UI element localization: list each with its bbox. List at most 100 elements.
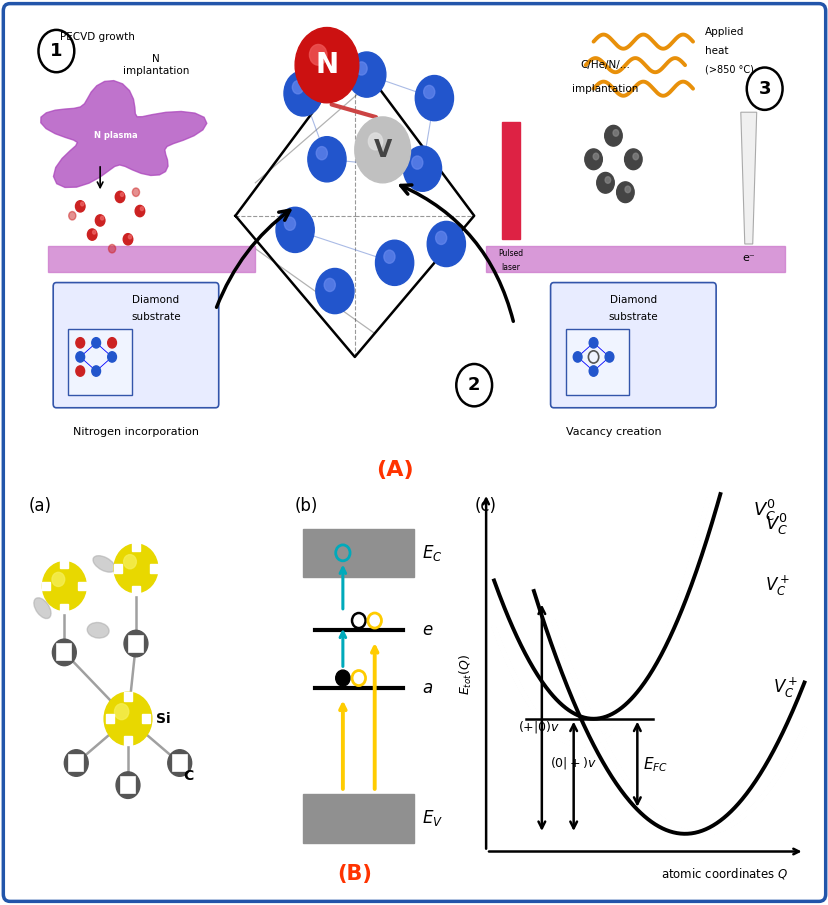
Circle shape (93, 231, 96, 234)
Circle shape (114, 544, 157, 593)
Ellipse shape (93, 556, 115, 572)
Bar (303, 794, 414, 843)
Circle shape (108, 338, 116, 348)
Circle shape (123, 233, 132, 245)
Circle shape (115, 191, 125, 203)
FancyBboxPatch shape (550, 282, 715, 408)
Circle shape (128, 235, 132, 239)
Text: N
implantation: N implantation (123, 54, 189, 76)
Bar (502, 121, 519, 239)
Text: Diamond: Diamond (132, 295, 179, 306)
Circle shape (589, 338, 597, 348)
Text: N: N (315, 52, 338, 79)
Circle shape (123, 555, 136, 568)
Text: atomic coordinates $Q$: atomic coordinates $Q$ (661, 866, 787, 881)
Text: (b): (b) (295, 498, 318, 516)
Text: $e$: $e$ (422, 621, 433, 639)
Circle shape (132, 188, 139, 196)
Text: C/He/N/...: C/He/N/... (580, 60, 629, 71)
Text: substrate: substrate (131, 312, 181, 322)
Bar (565, 329, 628, 395)
Circle shape (100, 216, 104, 220)
Circle shape (42, 562, 86, 610)
Bar (303, 529, 414, 577)
Bar (128, 635, 143, 652)
Bar (48, 246, 255, 272)
Ellipse shape (87, 623, 109, 638)
Bar (124, 737, 132, 746)
Circle shape (69, 212, 76, 220)
Circle shape (284, 217, 295, 231)
Circle shape (75, 201, 85, 212)
Circle shape (596, 173, 614, 193)
Circle shape (403, 146, 441, 191)
Bar (68, 329, 132, 395)
Bar (42, 582, 51, 590)
Circle shape (108, 352, 116, 362)
Circle shape (276, 207, 314, 252)
Bar (132, 586, 140, 595)
Bar (60, 604, 68, 613)
Text: 2: 2 (467, 376, 480, 395)
Bar (150, 564, 157, 573)
Text: implantation: implantation (571, 83, 638, 94)
Circle shape (309, 44, 326, 65)
Circle shape (95, 214, 105, 226)
Circle shape (80, 202, 84, 205)
Circle shape (52, 639, 76, 666)
Text: Si: Si (156, 711, 171, 726)
Polygon shape (41, 81, 206, 187)
Circle shape (383, 250, 394, 263)
Circle shape (124, 630, 147, 657)
Bar (69, 755, 84, 771)
Circle shape (368, 133, 383, 150)
Circle shape (315, 147, 327, 160)
Bar (78, 582, 86, 590)
Circle shape (104, 692, 152, 746)
Circle shape (375, 240, 413, 285)
Text: substrate: substrate (608, 312, 657, 322)
Circle shape (604, 126, 622, 146)
Text: Nitrogen incorporation: Nitrogen incorporation (73, 427, 199, 437)
Text: $a$: $a$ (422, 679, 433, 697)
Text: 1: 1 (50, 42, 63, 60)
Circle shape (415, 75, 453, 120)
Circle shape (604, 352, 613, 362)
Circle shape (315, 269, 354, 314)
Text: (>850 °C): (>850 °C) (704, 65, 753, 75)
Text: $(0|+)v$: $(0|+)v$ (549, 755, 596, 771)
Circle shape (292, 81, 303, 94)
Circle shape (354, 117, 410, 183)
Ellipse shape (34, 598, 51, 618)
Circle shape (589, 366, 597, 376)
Text: Applied: Applied (704, 27, 744, 37)
Circle shape (335, 670, 349, 686)
Bar (60, 559, 68, 568)
Circle shape (65, 749, 88, 776)
Bar (132, 542, 140, 550)
Circle shape (412, 156, 422, 169)
Text: C: C (184, 769, 194, 784)
Circle shape (435, 232, 446, 244)
Text: Vacancy creation: Vacancy creation (565, 427, 661, 437)
FancyBboxPatch shape (53, 282, 219, 408)
Circle shape (623, 149, 642, 169)
Circle shape (426, 222, 465, 267)
Circle shape (92, 338, 100, 348)
Circle shape (423, 85, 434, 99)
Circle shape (135, 205, 145, 216)
Circle shape (573, 352, 581, 362)
Circle shape (167, 749, 191, 776)
Bar (142, 714, 150, 723)
PathPatch shape (740, 112, 756, 244)
Circle shape (355, 62, 367, 75)
Circle shape (284, 71, 322, 116)
Text: PECVD growth: PECVD growth (60, 32, 135, 42)
Bar (121, 777, 135, 793)
Bar (57, 644, 71, 661)
Circle shape (307, 137, 345, 182)
Bar (114, 564, 122, 573)
Circle shape (624, 186, 630, 193)
Text: N plasma: N plasma (94, 131, 137, 140)
Text: $(+|0)v$: $(+|0)v$ (518, 719, 559, 735)
